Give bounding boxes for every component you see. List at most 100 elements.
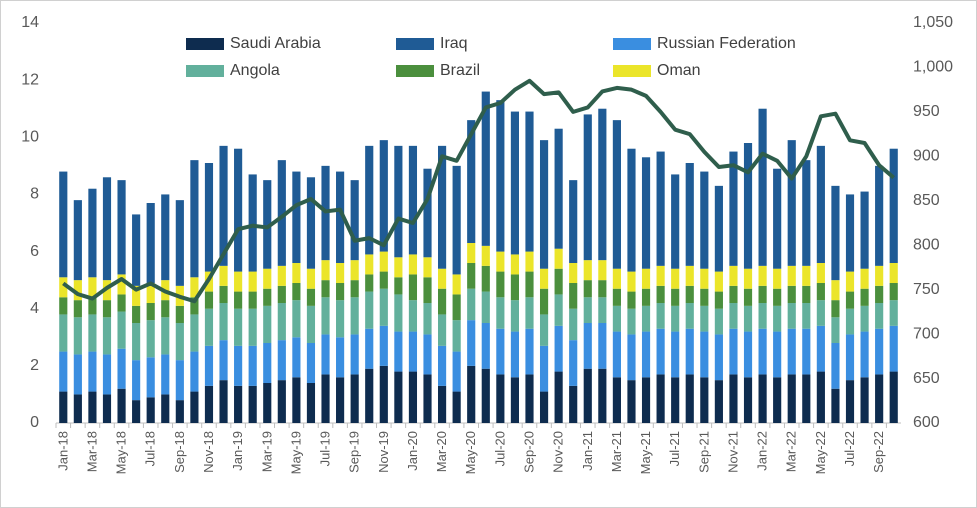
y-tick-label: 6 bbox=[30, 243, 39, 260]
bar-segment bbox=[525, 251, 534, 272]
x-tick-label: Jul-19 bbox=[318, 431, 333, 466]
y2-tick-label: 850 bbox=[913, 192, 940, 209]
bar-segment bbox=[146, 357, 155, 398]
bar-segment bbox=[132, 323, 141, 361]
bar-segment bbox=[423, 277, 432, 303]
bar-segment bbox=[641, 268, 651, 289]
bar-segment bbox=[423, 168, 432, 258]
x-tick-label: Mar-21 bbox=[609, 431, 624, 472]
legend-label: Iraq bbox=[440, 35, 468, 52]
x-tick-label: Sep-22 bbox=[871, 431, 886, 473]
x-tick-label: Mar-19 bbox=[259, 431, 274, 472]
bar-segment bbox=[714, 291, 723, 309]
bar-segment bbox=[117, 311, 126, 349]
bar-segment bbox=[598, 280, 607, 298]
bar-segment bbox=[467, 288, 476, 321]
bar-segment bbox=[525, 297, 534, 329]
bar-segment bbox=[292, 337, 301, 378]
x-tick-label: Sep-20 bbox=[521, 431, 536, 473]
bar-segment bbox=[539, 268, 549, 289]
bar-segment bbox=[831, 343, 840, 389]
bar-segment bbox=[889, 325, 898, 372]
bar-segment bbox=[234, 385, 243, 423]
bar-segment bbox=[219, 303, 228, 341]
bar-segment bbox=[845, 291, 855, 309]
y2-tick-label: 650 bbox=[913, 370, 940, 387]
bar-segment bbox=[510, 111, 520, 255]
bar-segment bbox=[175, 360, 184, 401]
bar-segment bbox=[423, 257, 432, 278]
bar-segment bbox=[234, 345, 243, 386]
y-tick-label: 8 bbox=[30, 186, 39, 203]
bar-segment bbox=[379, 325, 388, 366]
bar-segment bbox=[539, 391, 549, 423]
y-tick-label: 2 bbox=[30, 357, 39, 374]
x-tick-label: Jul-22 bbox=[842, 431, 857, 466]
bar-segment bbox=[802, 303, 811, 329]
bar-segment bbox=[350, 297, 359, 335]
bar-segment bbox=[321, 280, 330, 298]
bar-segment bbox=[729, 285, 738, 303]
bar-segment bbox=[641, 157, 651, 269]
bar-segment bbox=[773, 331, 782, 378]
legend-label: Russian Federation bbox=[657, 35, 796, 52]
bar-segment bbox=[102, 300, 112, 318]
bar-segment bbox=[773, 377, 782, 423]
bar-segment bbox=[773, 288, 782, 306]
bar-segment bbox=[627, 380, 636, 423]
bar-segment bbox=[292, 171, 301, 263]
bar-segment bbox=[132, 285, 141, 306]
bar-segment bbox=[306, 288, 316, 306]
x-tick-label: Jan-21 bbox=[580, 431, 595, 471]
bar-segment bbox=[175, 200, 184, 286]
bar-segment bbox=[132, 400, 141, 423]
bar-segment bbox=[277, 265, 286, 286]
bar-segment bbox=[700, 171, 709, 269]
bar-segment bbox=[758, 374, 767, 423]
bar-segment bbox=[758, 303, 767, 329]
bar-segment bbox=[73, 300, 82, 318]
bar-segment bbox=[59, 314, 68, 352]
bar-segment bbox=[423, 303, 432, 335]
bar-segment bbox=[161, 194, 170, 281]
bar-segment bbox=[656, 328, 665, 375]
x-tick-label: Sep-19 bbox=[347, 431, 362, 473]
bar-segment bbox=[321, 260, 330, 281]
bar-segment bbox=[452, 320, 461, 352]
bar-segment bbox=[102, 394, 112, 423]
bar-segment bbox=[816, 145, 825, 263]
bar-segment bbox=[263, 288, 272, 306]
bar-segment bbox=[73, 200, 82, 281]
bar-segment bbox=[132, 305, 141, 323]
bar-segment bbox=[336, 263, 345, 283]
bar-segment bbox=[219, 285, 228, 303]
bar-segment bbox=[481, 245, 490, 266]
bar-segment bbox=[423, 334, 432, 375]
bar-segment bbox=[743, 288, 753, 306]
bar-segment bbox=[787, 285, 796, 303]
y-tick-label: 0 bbox=[30, 414, 39, 431]
bar-segment bbox=[510, 300, 520, 332]
bar-segment bbox=[714, 271, 723, 292]
bar-segment bbox=[583, 280, 592, 298]
bar-segment bbox=[714, 308, 723, 335]
bar-segment bbox=[437, 145, 447, 269]
x-tick-label: Jul-21 bbox=[667, 431, 682, 466]
bar-segment bbox=[787, 265, 796, 286]
bar-segment bbox=[117, 348, 126, 389]
bar-segment bbox=[758, 108, 767, 266]
bar-segment bbox=[277, 160, 286, 266]
bar-segment bbox=[729, 303, 738, 329]
bar-segment bbox=[365, 328, 374, 369]
bar-segment bbox=[394, 294, 403, 332]
bar-segment bbox=[379, 271, 388, 289]
bar-segment bbox=[510, 254, 520, 275]
y2-tick-label: 950 bbox=[913, 103, 940, 120]
bar-segment bbox=[306, 305, 316, 343]
bar-segment bbox=[875, 303, 884, 329]
bar-segment bbox=[889, 371, 898, 423]
bar-segment bbox=[671, 174, 680, 269]
bar-segment bbox=[598, 108, 607, 261]
bar-segment bbox=[627, 308, 636, 335]
bar-segment bbox=[656, 303, 665, 329]
